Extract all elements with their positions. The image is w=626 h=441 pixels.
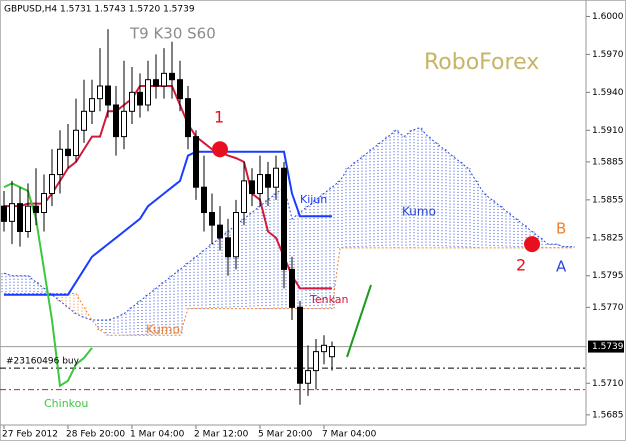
candle-body (161, 72, 167, 87)
candle-body (241, 180, 247, 213)
tenkan-label: Tenkan (309, 293, 349, 306)
x-tick-label: 1 Mar 04:00 (130, 430, 185, 440)
y-tick-label: 1.5825 (592, 233, 624, 243)
candle-body (321, 344, 327, 353)
kijun-label: Kijun (300, 193, 327, 206)
candle-body (65, 148, 71, 157)
x-tick-label: 7 Mar 04:00 (322, 430, 377, 440)
candle-body (169, 72, 175, 81)
watermark: RoboForex (424, 50, 539, 75)
cloud-a-label: A (556, 258, 567, 276)
price-label: 1.5739 (592, 342, 624, 352)
candle-body (41, 193, 47, 213)
x-tick-label: 2 Mar 12:00 (194, 430, 249, 440)
y-tick-label: 1.5885 (592, 157, 624, 167)
candle-body (249, 180, 255, 195)
y-tick-label: 1.5855 (592, 195, 624, 205)
y-tick-label: 1.5795 (592, 271, 624, 281)
y-tick-label: 1.5940 (592, 88, 624, 98)
x-tick-label: 27 Feb 2012 (2, 430, 58, 440)
cloud-b-label: B (556, 220, 566, 238)
chart-title: GBPUSD,H4 1.5731 1.5743 1.5720 1.5739 (4, 5, 195, 15)
candle-body (313, 351, 319, 372)
candle-body (233, 212, 239, 258)
candle-body (281, 167, 287, 270)
candle-body (297, 306, 303, 384)
candle-body (257, 174, 263, 195)
order-label: #23160496 buy (6, 357, 80, 367)
indicator-line (4, 85, 332, 290)
x-tick-label: 5 Mar 20:00 (258, 430, 313, 440)
chinkou-label: Chinkou (44, 397, 88, 410)
candle-body (73, 129, 79, 157)
candle-body (49, 174, 55, 195)
marker-dot (212, 141, 228, 158)
candle-body (33, 205, 39, 214)
price-label-box (588, 340, 624, 353)
kumo-label: Kumo (146, 323, 180, 337)
candle-body (185, 98, 191, 138)
candle-body (265, 174, 271, 188)
y-tick-label: 1.5770 (592, 303, 624, 313)
candle-body (193, 136, 199, 188)
candle-body (217, 224, 223, 239)
y-tick-label: 1.6000 (592, 12, 624, 22)
candle-body (289, 268, 295, 308)
candle-body (329, 346, 335, 358)
candle-body (89, 98, 95, 112)
candle-body (17, 203, 23, 232)
senkou-a (3, 127, 572, 321)
y-tick-label: 1.5970 (592, 50, 624, 60)
marker-label: 2 (516, 256, 526, 275)
x-tick-label: 28 Feb 20:00 (66, 430, 125, 440)
candle-body (225, 237, 231, 258)
candle-body (25, 205, 31, 232)
candle-body (57, 148, 63, 176)
kumo-label: Kumo (402, 205, 436, 219)
indicator-line (4, 150, 332, 296)
y-tick-label: 1.5910 (592, 126, 624, 136)
indicator-settings: T9 K30 S60 (129, 25, 216, 43)
candle-body (305, 370, 311, 384)
candle-body (273, 167, 279, 188)
candle-body (129, 91, 135, 112)
candle-body (201, 186, 207, 213)
indicator-line (3, 182, 93, 388)
candle-body (145, 79, 151, 106)
candle-body (113, 104, 119, 138)
candle-body (121, 110, 127, 138)
candle-body (81, 110, 87, 131)
candle-body (105, 85, 111, 106)
candle-body (153, 79, 159, 87)
candle-body (209, 212, 215, 226)
candle-body (137, 91, 143, 106)
y-tick-label: 1.5685 (592, 410, 624, 420)
candle-body (177, 79, 183, 100)
candle-body (97, 85, 103, 100)
y-tick-label: 1.5710 (592, 379, 624, 389)
candle-body (1, 205, 7, 222)
marker-dot (524, 236, 540, 253)
marker-label: 1 (214, 108, 224, 127)
trend-arrow (346, 284, 372, 358)
senkou-b (4, 247, 572, 336)
candle-body (9, 203, 15, 222)
